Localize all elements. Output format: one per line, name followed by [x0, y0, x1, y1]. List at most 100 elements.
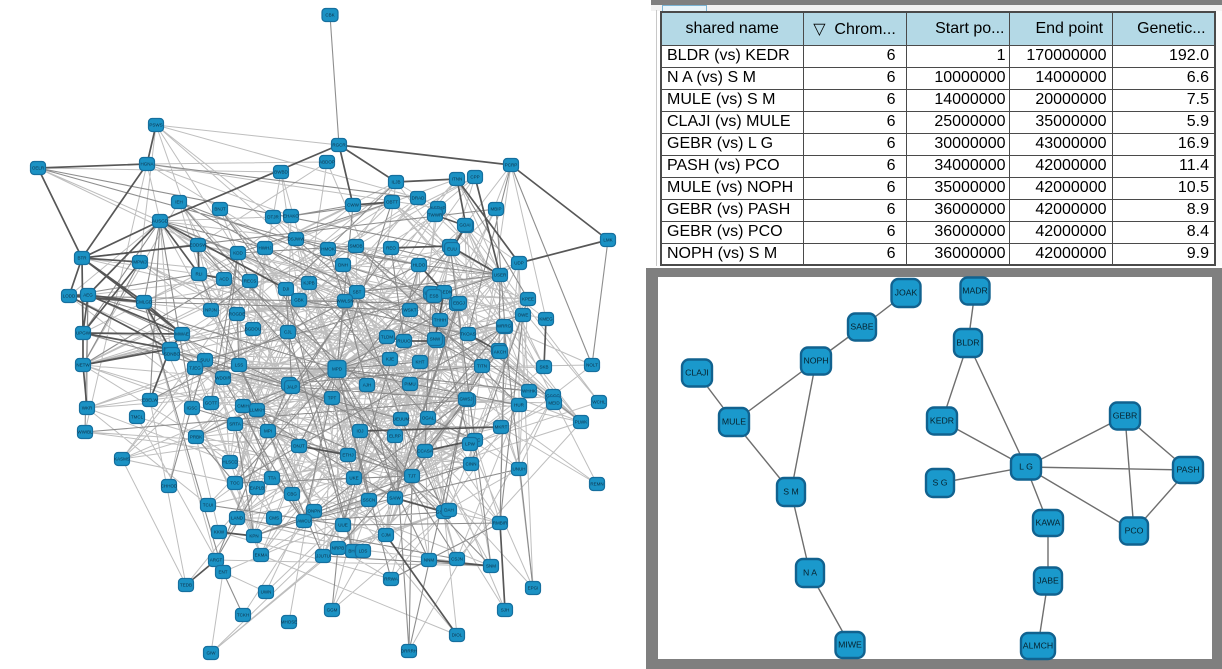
svg-text:BTR: BTR — [78, 256, 88, 261]
svg-text:S G: S G — [933, 478, 948, 488]
svg-text:NOPH: NOPH — [803, 356, 828, 366]
svg-text:KASMS: KASMS — [114, 457, 130, 462]
svg-text:UDP: UDP — [514, 261, 524, 266]
svg-text:EHAKO: EHAKO — [283, 214, 299, 219]
svg-text:CBG: CBG — [287, 492, 297, 497]
svg-text:TTA: TTA — [268, 476, 276, 481]
svg-text:LAND: LAND — [231, 516, 244, 521]
svg-text:ONPN: ONPN — [307, 509, 320, 514]
svg-text:EKMA: EKMA — [255, 553, 268, 558]
svg-text:TPT: TPT — [328, 396, 337, 401]
svg-text:EUU: EUU — [447, 247, 457, 252]
svg-text:WRRG: WRRG — [497, 324, 512, 329]
svg-text:TMCL: TMCL — [131, 415, 144, 420]
svg-text:NNM: NNM — [424, 558, 434, 563]
svg-text:SAIW: SAIW — [389, 496, 401, 501]
svg-text:EODSW: EODSW — [189, 243, 207, 248]
svg-text:THHH: THHH — [434, 318, 447, 323]
svg-text:SSCN: SSCN — [363, 498, 376, 503]
svg-text:TOC: TOC — [230, 481, 240, 486]
svg-text:WWIBL: WWIBL — [77, 430, 93, 435]
svg-text:NPJN: NPJN — [205, 308, 217, 313]
svg-text:CLAJI: CLAJI — [685, 368, 709, 378]
svg-text:PCO: PCO — [1125, 526, 1144, 536]
svg-text:DJI: DJI — [283, 287, 290, 292]
svg-text:TKOAS: TKOAS — [460, 332, 475, 337]
svg-text:BWBD: BWBD — [274, 170, 288, 175]
svg-text:DIOL: DIOL — [452, 633, 463, 638]
svg-text:AEG: AEG — [83, 293, 93, 298]
svg-text:KDD: KDD — [233, 251, 243, 256]
svg-text:CHHOD: CHHOD — [161, 484, 178, 489]
svg-text:CWW: CWW — [347, 203, 359, 208]
svg-text:HUR: HUR — [514, 403, 524, 408]
svg-text:SMDB: SMDB — [349, 244, 362, 249]
svg-text:REO: REO — [386, 246, 396, 251]
svg-text:CMIH: CMIH — [237, 404, 249, 409]
svg-text:ELRP: ELRP — [389, 434, 401, 439]
svg-text:UEUUM: UEUUM — [393, 417, 410, 422]
svg-text:RMBIR: RMBIR — [493, 521, 508, 526]
svg-text:JALP: JALP — [287, 385, 298, 390]
svg-text:TLDM: TLDM — [381, 335, 394, 340]
svg-text:MPD: MPD — [332, 367, 343, 372]
svg-text:UNUH: UNUH — [513, 467, 526, 472]
svg-text:AWCU: AWCU — [297, 519, 311, 524]
svg-text:DSJWW: DSJWW — [288, 237, 306, 242]
svg-text:GBK: GBK — [294, 298, 304, 303]
svg-text:UUE: UUE — [338, 523, 348, 528]
svg-text:OWE: OWE — [518, 313, 529, 318]
svg-text:WSKT: WSKT — [404, 308, 417, 313]
svg-text:OGAL: OGAL — [422, 416, 435, 421]
svg-text:TCKH: TCKH — [237, 613, 249, 618]
svg-text:BHS: BHS — [348, 549, 357, 554]
svg-text:BGDOU: BGDOU — [245, 327, 262, 332]
svg-text:L G: L G — [1019, 462, 1033, 472]
svg-text:SDNBO: SDNBO — [164, 352, 181, 357]
svg-text:DAH: DAH — [444, 508, 454, 513]
svg-text:CINN: CINN — [466, 462, 477, 467]
svg-text:ITNN: ITNN — [452, 177, 463, 182]
svg-text:DTJR: DTJR — [267, 215, 279, 220]
svg-text:SBT: SBT — [353, 290, 362, 295]
svg-text:MWAE: MWAE — [175, 332, 189, 337]
svg-text:GOTT: GOTT — [205, 401, 218, 406]
svg-text:ESB: ESB — [429, 294, 438, 299]
svg-text:HWHJ: HWHJ — [259, 246, 272, 251]
svg-text:KPN: KPN — [249, 534, 258, 539]
svg-text:ALMCH: ALMCH — [1023, 641, 1053, 651]
svg-text:GGM: GGM — [327, 608, 338, 613]
svg-text:SNW: SNW — [430, 337, 441, 342]
svg-text:DRRRH: DRRRH — [401, 649, 417, 654]
svg-text:LSS: LSS — [235, 363, 244, 368]
svg-text:EBGJ: EBGJ — [453, 301, 465, 306]
svg-text:RUUO: RUUO — [397, 339, 411, 344]
svg-text:KEDR: KEDR — [930, 416, 954, 426]
svg-text:KJPB: KJPB — [303, 281, 314, 286]
svg-text:RRWA: RRWA — [384, 577, 398, 582]
svg-text:NETW: NETW — [76, 363, 90, 368]
svg-text:PCRP: PCRP — [505, 163, 518, 168]
svg-text:N A: N A — [803, 568, 817, 578]
svg-text:HLDO: HLDO — [413, 263, 426, 268]
svg-text:ARGT: ARGT — [210, 558, 223, 563]
svg-text:TWWR: TWWR — [428, 213, 443, 218]
svg-text:KPEE: KPEE — [522, 297, 534, 302]
svg-text:KMEG: KMEG — [539, 317, 553, 322]
svg-text:EPGI: EPGI — [528, 586, 539, 591]
svg-text:MKRT: MKRT — [495, 425, 508, 430]
svg-text:UKE: UKE — [349, 476, 358, 481]
svg-text:PASH: PASH — [1176, 465, 1199, 475]
svg-text:DNH: DNH — [338, 263, 348, 268]
svg-text:CCASA: CCASA — [417, 449, 433, 454]
svg-text:CPP: CPP — [470, 175, 479, 180]
svg-text:ENT: ENT — [219, 570, 228, 575]
svg-text:WHHK: WHHK — [522, 389, 536, 394]
svg-text:MPI: MPI — [264, 429, 272, 434]
svg-text:GEBR: GEBR — [1113, 411, 1138, 421]
svg-text:SUU: SUU — [200, 358, 210, 363]
svg-text:UGEDN: UGEDN — [436, 290, 452, 295]
svg-text:WDOIR: WDOIR — [215, 376, 231, 381]
svg-text:TJEG: TJEG — [189, 366, 201, 371]
svg-text:LPW: LPW — [465, 442, 476, 447]
